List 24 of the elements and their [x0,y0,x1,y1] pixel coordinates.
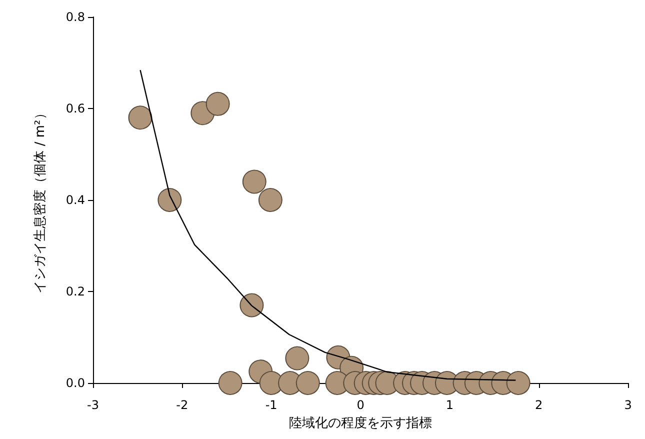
point [240,293,264,318]
point [285,346,310,370]
point [158,188,182,212]
y-tick-label: 0.2 [66,284,85,298]
point [242,170,266,194]
y-tick-label: 0.6 [66,102,85,116]
point [128,106,152,130]
point [218,371,242,395]
y-tick-label: 0.4 [66,193,85,207]
x-axis-title: 陸域化の程度を示す指標 [289,415,432,431]
point [258,188,282,212]
point [296,371,320,395]
y-tick-label: 0.8 [66,10,85,24]
y-axis-title: イシガイ生息密度（個体 / m²） [32,106,48,294]
x-tick-label: 1 [446,398,454,412]
x-tick-label: 2 [535,398,543,412]
point [206,92,230,116]
x-tick-label: 3 [624,398,632,412]
point [506,371,530,395]
y-tick-label: 0.0 [66,376,85,390]
x-tick-label: -2 [176,398,188,412]
x-tick-label: 0 [356,398,364,412]
x-tick-label: -1 [265,398,278,412]
x-tick-label: -3 [87,398,99,412]
